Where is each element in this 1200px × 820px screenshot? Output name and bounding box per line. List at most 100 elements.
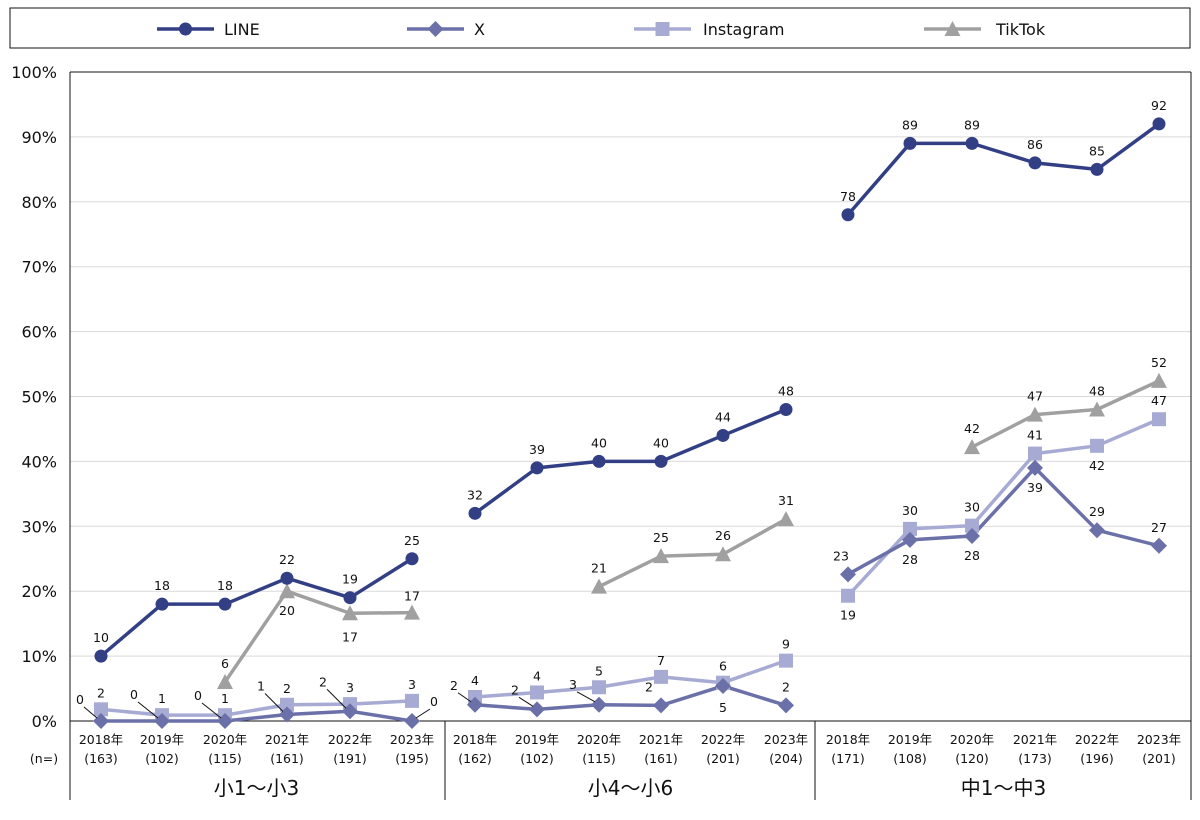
data-point-x: [404, 713, 420, 729]
data-label-instagram: 1: [158, 691, 166, 706]
data-point-tiktok: [1089, 401, 1105, 417]
data-point-line: [654, 454, 668, 468]
x-tick-n: (115): [582, 751, 616, 766]
data-point-instagram: [654, 669, 668, 684]
data-label-instagram: 4: [533, 668, 541, 683]
x-tick-n: (162): [458, 751, 492, 766]
data-label-tiktok: 17: [404, 589, 420, 604]
data-label-tiktok: 48: [1089, 383, 1105, 398]
data-point-x: [342, 703, 358, 720]
series-line-tiktok: [223, 589, 413, 684]
leader-line: [83, 706, 98, 719]
data-label-instagram: 30: [902, 503, 918, 518]
data-point-tiktok: [1027, 406, 1043, 422]
data-label-line: 18: [217, 578, 233, 593]
data-label-instagram: 2: [283, 681, 291, 696]
data-point-tiktok: [279, 583, 295, 599]
data-label-x: 3: [569, 677, 577, 692]
data-label-x: 0: [76, 692, 84, 707]
data-label-x: 0: [430, 694, 438, 709]
data-point-x: [529, 701, 545, 718]
data-label-x: 2: [782, 679, 790, 694]
data-point-instagram: [779, 653, 793, 668]
data-point-line: [218, 597, 232, 611]
legend-label-instagram: Instagram: [703, 20, 784, 39]
data-label-line: 78: [840, 189, 856, 204]
x-tick-year: 2023年: [390, 732, 434, 747]
data-point-line: [530, 461, 544, 475]
leader-line: [457, 692, 472, 703]
data-point-x: [1027, 459, 1043, 476]
y-tick-label: 20%: [21, 582, 57, 601]
series-line-tiktok: [971, 379, 1160, 449]
data-point-tiktok: [591, 578, 607, 594]
series-line-x: [474, 684, 787, 712]
data-point-tiktok: [1151, 372, 1167, 388]
legend-label-tiktok: TikTok: [995, 20, 1046, 39]
data-label-x: 27: [1151, 520, 1167, 535]
data-label-instagram: 4: [471, 673, 479, 688]
leader-line: [137, 701, 159, 719]
data-point-tiktok: [342, 605, 358, 621]
series-line-instagram: [100, 699, 413, 717]
series-line-line: [473, 407, 787, 515]
data-label-x: 28: [964, 548, 980, 563]
y-tick-label: 70%: [21, 258, 57, 277]
data-label-tiktok: 52: [1151, 355, 1167, 370]
x-tick-n: (195): [395, 751, 429, 766]
x-tick-n: (201): [706, 751, 740, 766]
x-tick-n: (171): [831, 751, 865, 766]
x-tick-n: (201): [1142, 751, 1176, 766]
data-point-instagram: [94, 702, 108, 717]
data-point-line: [468, 506, 482, 520]
series-line-instagram: [846, 417, 1160, 597]
x-tick-year: 2021年: [265, 732, 309, 747]
data-label-line: 92: [1151, 98, 1167, 113]
data-label-line: 25: [404, 533, 420, 548]
data-point-tiktok: [715, 546, 731, 562]
data-label-tiktok: 25: [653, 530, 669, 545]
data-label-tiktok: 47: [1027, 389, 1043, 404]
series-line-x: [101, 709, 413, 723]
y-tick-label: 10%: [21, 647, 57, 666]
data-point-x: [93, 713, 109, 729]
data-label-x: 39: [1027, 480, 1043, 495]
x-tick-n: (120): [955, 751, 989, 766]
data-label-line: 48: [778, 383, 794, 398]
data-label-tiktok: 17: [342, 629, 358, 644]
data-label-x: 28: [902, 552, 918, 567]
data-point-instagram: [965, 518, 979, 533]
data-point-x: [902, 531, 918, 548]
x-tick-year: 2022年: [328, 732, 372, 747]
y-tick-label: 0%: [32, 712, 57, 731]
data-label-line: 40: [591, 435, 607, 450]
data-point-line: [592, 454, 606, 468]
x-tick-n: (161): [270, 751, 304, 766]
data-label-tiktok: 42: [964, 421, 980, 436]
data-label-tiktok: 31: [778, 493, 794, 508]
data-point-tiktok: [778, 511, 794, 527]
legend-marker-instagram: [655, 22, 670, 36]
data-point-x: [653, 697, 669, 714]
data-label-instagram: 9: [782, 637, 790, 652]
data-label-instagram: 7: [657, 653, 665, 668]
data-label-instagram: 3: [408, 677, 416, 692]
leader-line: [518, 696, 534, 707]
data-label-line: 10: [93, 630, 109, 645]
data-point-tiktok: [653, 548, 669, 564]
data-label-instagram: 6: [719, 659, 727, 674]
data-point-x: [591, 696, 607, 713]
x-tick-year: 2022年: [1075, 732, 1119, 747]
x-tick-n: (115): [208, 751, 242, 766]
data-point-x: [154, 713, 170, 729]
x-tick-n: (102): [145, 751, 179, 766]
group-label: 小4～小6: [588, 776, 673, 800]
data-label-x: 2: [319, 674, 327, 689]
data-label-instagram: 3: [346, 680, 354, 695]
leader-line: [415, 708, 431, 719]
data-point-instagram: [1090, 438, 1104, 453]
data-label-instagram: 5: [595, 663, 603, 678]
data-label-tiktok: 20: [279, 603, 295, 618]
